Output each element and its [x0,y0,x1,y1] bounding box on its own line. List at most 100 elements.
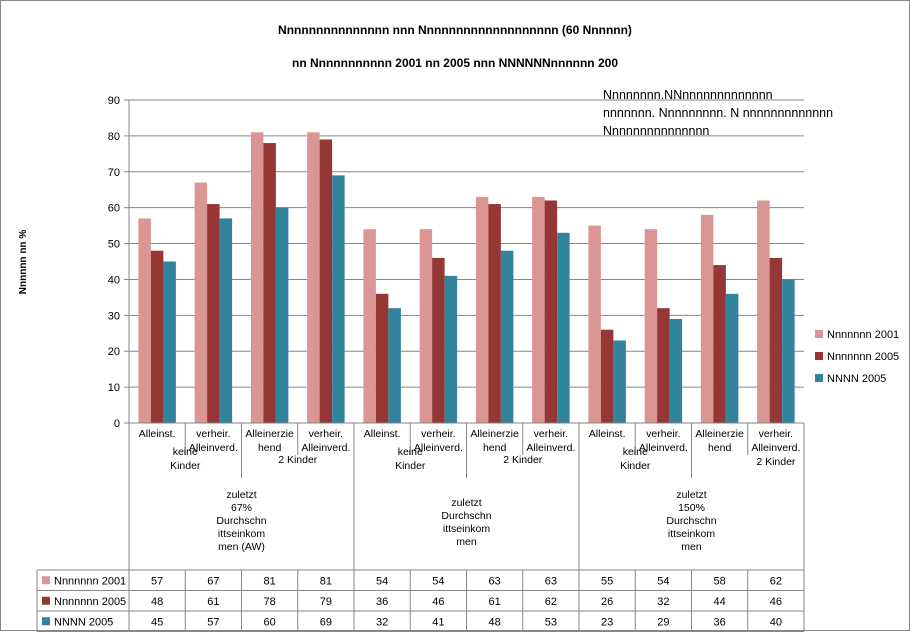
bar [557,232,570,423]
bar [150,250,164,423]
subgroup-label: keine [398,446,423,458]
category-label: Alleinverd. [751,442,800,454]
bar [600,329,614,423]
table-cell: 61 [207,596,219,608]
category-label: Alleinerzie [470,428,519,440]
table-cell: 45 [151,616,163,628]
y-tick-label: 50 [108,239,120,251]
legend-swatch [815,330,823,338]
bar [725,293,739,423]
category-label: verheir. [421,428,455,440]
y-tick-label: 70 [108,167,120,179]
category-label: verheir. [309,428,343,440]
y-axis-ticks: 0 10 20 30 40 50 60 70 80 90 [108,95,129,430]
category-label: hend [708,442,732,454]
y-tick-label: 60 [108,203,120,215]
category-label: Alleinverd. [526,442,575,454]
table-cell: 79 [320,596,332,608]
table-row-label: Nnnnnnn 2001 [54,575,126,587]
table-cell: 41 [432,616,444,628]
legend-label: Nnnnnnn 2001 [827,329,899,341]
category-label: Alleinst. [364,428,401,440]
category-label: verheir. [196,428,230,440]
note-line: Nnnnnnnnnnnnnnn [603,124,709,138]
table-cell: 78 [264,596,276,608]
table-cell: 44 [714,596,726,608]
note-line: Nnnnnnnn.NNnnnnnnnnnnnnn [603,88,773,102]
group-label: zuletzt [226,489,256,501]
chart-title-line-2: nn Nnnnnnnnnnn 2001 nn 2005 nnn NNNNNNnn… [292,56,618,70]
category-label: verheir. [759,428,793,440]
bar [307,132,320,424]
group-label: ittseinkom [443,523,491,535]
group-label: ittseinkom [218,528,266,540]
table-cell: 60 [264,616,276,628]
group-label: Durchschn [666,515,716,527]
legend-swatch [815,352,823,360]
subgroup-label: keine [173,446,198,458]
bar [500,250,514,423]
bar [432,257,445,423]
subgroup-label: 2 Kinder [278,454,318,466]
category-label: hend [483,442,507,454]
y-tick-label: 90 [108,95,120,107]
note-line: nnnnnnn. Nnnnnnnnn. N nnnnnnnnnnnnn [603,106,833,120]
y-tick-label: 40 [108,274,120,286]
table-cell: 55 [601,575,613,587]
bar [275,207,289,423]
group-label: men (AW) [218,541,265,553]
table-cell: 36 [714,616,726,628]
category-label: hend [258,442,282,454]
subgroup-label: Kinder [170,460,201,472]
table-cell: 46 [770,596,782,608]
table-legend-swatch [42,576,50,585]
bar [194,182,208,423]
legend-label: Nnnnnnn 2005 [827,351,899,363]
y-tick-label: 10 [108,382,120,394]
table-cell: 58 [714,575,726,587]
group-label: men [681,541,702,553]
category-label: verheir. [646,428,680,440]
table-cell: 54 [657,575,669,587]
bar [544,200,558,423]
group-label: Durchschn [441,510,491,522]
table-cell: 63 [545,575,557,587]
table-row-label: NNNN 2005 [54,616,113,628]
bar [700,214,714,423]
gridlines [129,99,804,388]
bar [488,204,501,423]
bar [250,132,264,424]
bar [475,196,489,423]
bar [375,293,389,423]
bar [332,175,345,423]
group-label: zuletzt [676,489,706,501]
bars [138,132,795,424]
table-cell: 81 [320,575,332,587]
legend-label: NNNN 2005 [827,373,886,385]
y-tick-label: 0 [114,418,120,430]
y-tick-label: 30 [108,310,120,322]
category-label: 2 Kinder [756,456,796,468]
group-label: 150% [678,502,705,514]
category-label: Alleinerzie [695,428,744,440]
table-cell: 57 [207,616,219,628]
legend-swatch [815,374,823,382]
bar [657,308,670,423]
bar [757,200,770,423]
table-cell: 32 [376,616,388,628]
table-cell: 48 [489,616,501,628]
table-cell: 32 [657,596,669,608]
category-label: Alleinverd. [301,442,350,454]
table-cell: 54 [376,575,388,587]
bar [363,229,376,423]
chart-note: Nnnnnnnn.NNnnnnnnnnnnnnn nnnnnnn. Nnnnnnn… [603,88,833,138]
y-tick-label: 20 [108,346,120,358]
table-cell: 62 [545,596,557,608]
bar [207,204,220,423]
legend: Nnnnnnn 2001 Nnnnnnn 2005 NNNN 2005 [815,329,899,385]
table-cell: 53 [545,616,557,628]
group-label: Durchschn [216,515,266,527]
y-tick-label: 80 [108,131,120,143]
y-axis-label: Nnnnnn nn % [18,230,29,295]
